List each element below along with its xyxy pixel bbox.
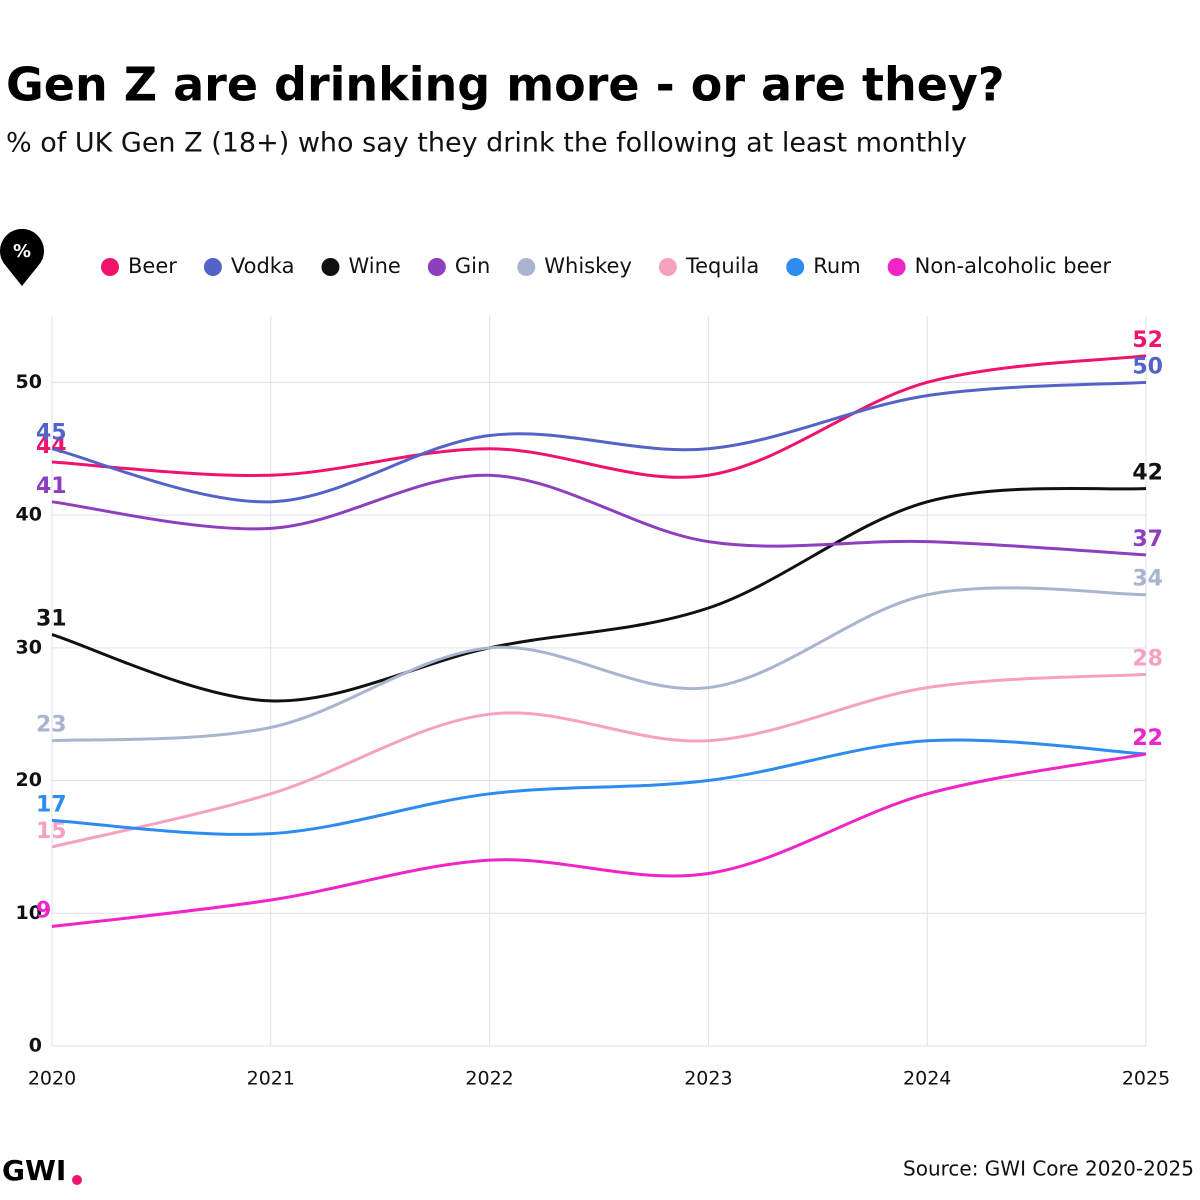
legend-marker <box>786 258 805 276</box>
series-line <box>51 738 1147 836</box>
x-tick-label: 2025 <box>1122 1068 1170 1090</box>
legend-label: Whiskey <box>544 254 632 278</box>
data-label: 31 <box>36 607 67 632</box>
data-label: 22 <box>1132 726 1163 751</box>
legend-label: Beer <box>128 254 177 278</box>
series-line <box>51 672 1147 849</box>
legend-marker <box>101 258 119 276</box>
x-tick-label: 2021 <box>247 1068 295 1090</box>
legend-marker <box>427 258 446 276</box>
legend-label: Rum <box>813 254 860 278</box>
series-line <box>51 354 1147 479</box>
data-label: 42 <box>1132 461 1163 486</box>
logo: GWI <box>2 1154 66 1187</box>
data-label: 50 <box>1132 354 1163 379</box>
data-label: 45 <box>36 421 67 446</box>
legend-marker <box>321 258 340 276</box>
data-label: 22 <box>1132 726 1163 751</box>
data-label: 34 <box>1132 567 1163 592</box>
data-label: 23 <box>36 713 67 738</box>
data-label: 41 <box>36 474 67 499</box>
data-label: 15 <box>36 819 67 844</box>
series-line <box>51 380 1147 504</box>
x-tick-label: 2020 <box>28 1068 76 1090</box>
data-label: 52 <box>1132 328 1163 353</box>
x-tick-label: 2023 <box>684 1068 732 1090</box>
legend-label: Vodka <box>231 254 295 278</box>
y-tick-label: 50 <box>16 371 42 393</box>
series-line <box>51 486 1147 703</box>
series-line <box>51 586 1147 743</box>
logo-dot <box>72 1175 82 1185</box>
series-line <box>51 752 1147 929</box>
chart-title: Gen Z are drinking more - or are they? <box>6 58 1005 112</box>
data-label: 28 <box>1132 646 1163 671</box>
y-tick-label: 30 <box>16 636 42 658</box>
y-tick-label: 40 <box>16 504 42 526</box>
legend-label: Non-alcoholic beer <box>915 254 1112 278</box>
unit-badge: % <box>13 241 31 262</box>
x-tick-label: 2022 <box>465 1068 513 1090</box>
data-label: 37 <box>1132 527 1163 552</box>
source: Source: GWI Core 2020-2025 <box>903 1157 1194 1181</box>
legend-marker <box>658 258 677 276</box>
legend-marker <box>203 258 222 276</box>
legend-label: Tequila <box>685 254 759 278</box>
y-tick-label: 0 <box>29 1035 42 1057</box>
x-tick-label: 2024 <box>903 1068 951 1090</box>
legend-marker <box>887 258 906 276</box>
y-tick-label: 20 <box>16 769 42 791</box>
unit-badge-shape <box>0 228 44 286</box>
chart-subtitle: % of UK Gen Z (18+) who say they drink t… <box>6 128 967 159</box>
data-label: 17 <box>36 792 67 817</box>
series-line <box>51 473 1147 557</box>
data-label: 9 <box>36 899 51 924</box>
legend-marker <box>517 258 536 276</box>
y-tick-label: 10 <box>16 902 42 924</box>
data-label: 44 <box>36 434 67 459</box>
legend-label: Gin <box>455 254 490 278</box>
legend-label: Wine <box>348 254 400 278</box>
